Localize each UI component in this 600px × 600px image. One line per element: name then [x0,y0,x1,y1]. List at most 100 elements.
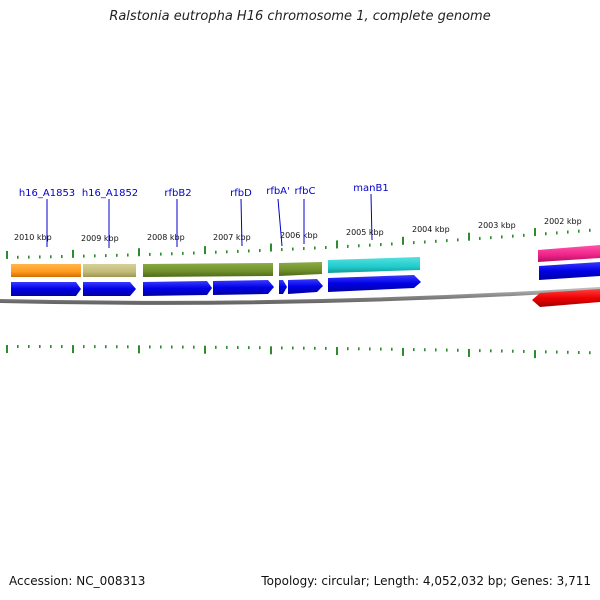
map-title: Ralstonia eutropha H16 chromosome 1, com… [109,9,491,24]
major-tick [402,347,404,356]
minor-tick [391,242,393,246]
gene-label: h16_A1853 [19,188,75,199]
cds-arrow [288,279,323,294]
cds-arrow [143,281,212,296]
minor-tick [171,252,173,256]
minor-tick [589,351,591,355]
minor-tick [116,345,118,349]
cds-arrow-reverse [532,289,600,307]
minor-tick [237,346,239,350]
major-tick [402,236,404,245]
gene-labels: h16_A1853 h16_A1852 rfbB2 rfbD rfbA' rfb… [19,183,389,199]
minor-tick [105,345,107,349]
major-tick [270,346,272,355]
minor-tick [435,348,437,352]
minor-tick [435,239,437,243]
minor-tick [182,345,184,349]
minor-tick [127,253,129,257]
minor-tick [380,243,382,247]
minor-tick [413,241,415,245]
minor-tick [105,254,107,258]
feature-bar-olive [279,262,322,276]
minor-tick [578,351,580,355]
minor-tick [490,349,492,353]
minor-tick [292,247,294,251]
kbp-label: 2008 kbp [147,233,185,242]
minor-tick [160,345,162,349]
upper-tick-ring [6,228,591,259]
minor-tick [512,349,514,353]
major-tick [534,350,536,359]
kbp-labels: 2010 kbp 2009 kbp 2008 kbp 2007 kbp 2006… [14,217,582,243]
minor-tick [314,346,316,350]
minor-tick [567,350,569,354]
minor-tick [116,253,118,257]
minor-tick [215,250,217,254]
kbp-label: 2002 kbp [544,217,582,226]
feature-bar-orange [11,264,81,277]
minor-tick [149,252,151,256]
major-tick [72,249,74,258]
minor-tick [237,249,239,253]
minor-tick [50,255,52,259]
kbp-label: 2005 kbp [346,228,384,237]
minor-tick [39,255,41,259]
minor-tick [292,346,294,350]
cds-arrow [83,282,136,296]
minor-tick [248,249,250,253]
minor-tick [193,345,195,349]
minor-tick [512,234,514,238]
major-tick [534,228,536,237]
leader-line [370,193,373,241]
feature-bar-olive [143,263,273,277]
minor-tick [160,252,162,256]
major-tick [336,240,338,249]
minor-tick [446,348,448,352]
gene-label: h16_A1852 [82,188,138,199]
leader-line [277,198,283,247]
minor-tick [578,229,580,233]
feature-track [11,245,600,277]
minor-tick [380,347,382,351]
major-tick [6,250,8,259]
major-tick [72,345,74,354]
minor-tick [215,345,217,349]
minor-tick [281,346,283,350]
minor-tick [523,349,525,353]
minor-tick [479,236,481,240]
minor-tick [226,345,228,349]
minor-tick [17,345,19,349]
minor-tick [501,349,503,353]
cds-reverse-track [532,289,600,307]
minor-tick [171,345,173,349]
minor-tick [424,348,426,352]
minor-tick [17,255,19,259]
minor-tick [523,233,525,237]
minor-tick [589,228,591,232]
kbp-label: 2006 kbp [280,231,318,240]
feature-bar-cyan [328,257,420,273]
major-tick [204,345,206,354]
gene-label: rfbB2 [164,188,191,199]
gene-label: manB1 [353,183,388,194]
leader-line [240,198,243,247]
cds-arrow [539,262,600,280]
minor-tick [358,347,360,351]
minor-tick [490,236,492,240]
minor-tick [457,348,459,352]
minor-tick [457,238,459,242]
minor-tick [83,254,85,258]
minor-tick [28,255,30,259]
minor-tick [50,345,52,349]
major-tick [204,246,206,255]
major-tick [468,348,470,357]
topology-label: Topology: circular; Length: 4,052,032 bp… [261,574,591,588]
minor-tick [446,239,448,243]
minor-tick [281,248,283,252]
minor-tick [413,348,415,352]
kbp-label: 2004 kbp [412,225,450,234]
minor-tick [248,346,250,350]
minor-tick [127,345,129,349]
major-tick [138,248,140,257]
